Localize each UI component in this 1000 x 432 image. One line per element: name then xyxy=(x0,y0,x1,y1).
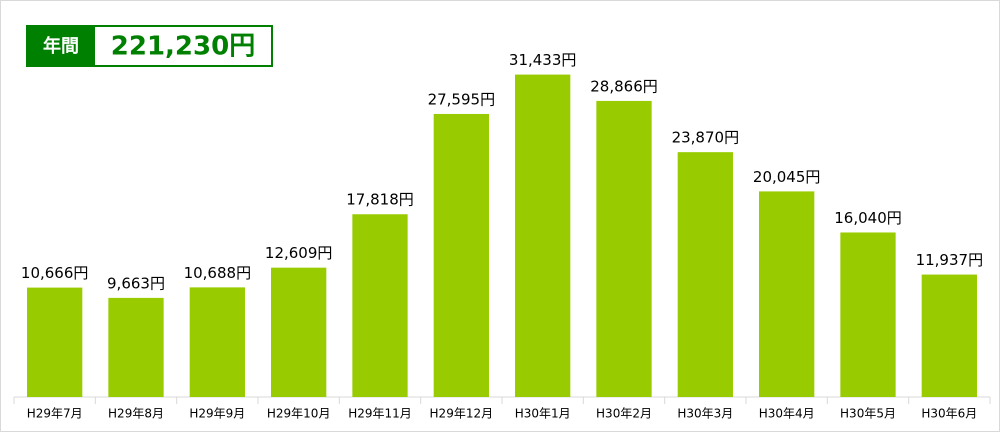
x-tick-label: H30年2月 xyxy=(596,407,652,421)
bar xyxy=(515,74,571,398)
bar xyxy=(759,191,815,397)
bar xyxy=(189,287,245,397)
bar xyxy=(27,287,83,397)
value-label: 23,870円 xyxy=(672,129,740,147)
x-tick-label: H30年6月 xyxy=(921,407,977,421)
value-label: 27,595円 xyxy=(428,90,496,108)
value-label: 28,866円 xyxy=(590,77,658,95)
bar xyxy=(921,274,977,397)
total-value: 221,230円 xyxy=(111,32,255,62)
x-tick-label: H30年3月 xyxy=(677,407,733,421)
value-label: 31,433円 xyxy=(509,51,577,69)
x-tick-label: H29年7月 xyxy=(27,407,83,421)
x-tick-label: H30年5月 xyxy=(840,407,896,421)
bar xyxy=(433,113,489,398)
total-label: 年間 xyxy=(43,35,79,57)
value-label: 10,688円 xyxy=(184,264,252,282)
x-tick-label: H30年4月 xyxy=(759,407,815,421)
value-label: 10,666円 xyxy=(21,264,89,282)
bar xyxy=(840,232,896,397)
bar xyxy=(352,214,408,397)
x-tick-label: H29年10月 xyxy=(267,407,331,421)
x-tick-label: H29年8月 xyxy=(108,407,164,421)
bar xyxy=(596,100,652,398)
bar xyxy=(677,152,733,397)
x-tick-label: H29年9月 xyxy=(189,407,245,421)
value-label: 11,937円 xyxy=(916,251,984,269)
value-label: 16,040円 xyxy=(834,209,902,227)
total-label-box xyxy=(27,26,95,66)
value-label: 20,045円 xyxy=(753,168,821,186)
bar xyxy=(108,297,164,397)
x-tick-label: H30年1月 xyxy=(515,407,571,421)
value-label: 12,609円 xyxy=(265,244,333,262)
value-label: 9,663円 xyxy=(107,274,165,292)
x-tick-label: H29年12月 xyxy=(430,407,494,421)
value-label: 17,818円 xyxy=(346,191,414,209)
bar xyxy=(271,267,327,397)
x-tick-label: H29年11月 xyxy=(348,407,412,421)
